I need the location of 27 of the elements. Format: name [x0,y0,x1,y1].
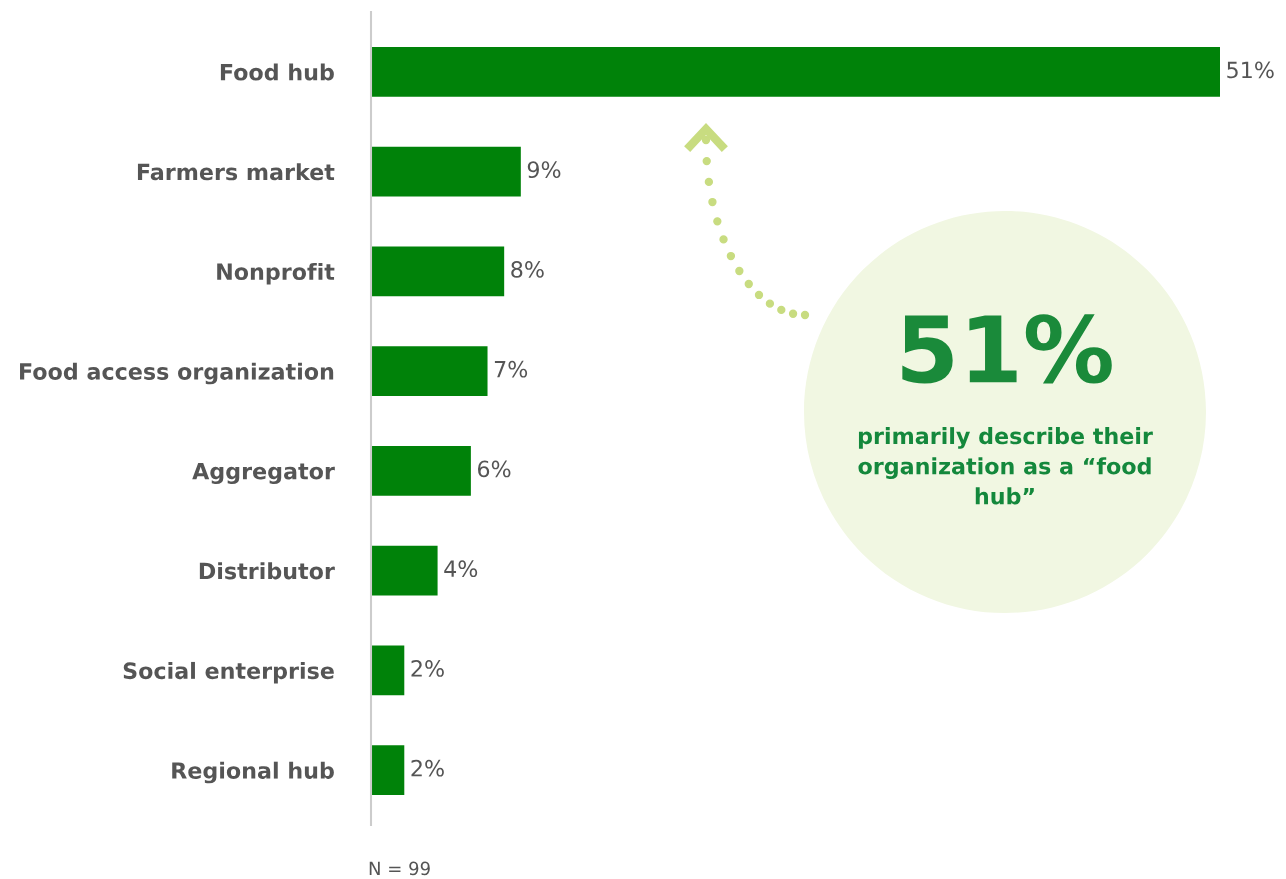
y-tick-label: Nonprofit [217,262,335,285]
bar [371,46,1220,97]
y-tick-label: Farmers market [137,163,335,181]
y-tick-label: Aggregator [192,463,335,485]
y-tick-label: Social enterprise [123,661,334,684]
data-label: 7% [494,360,528,378]
bar [371,346,488,397]
y-tick-label: Food hub [220,63,334,81]
bar [371,545,438,596]
y-tick-label: Distributor [199,562,335,580]
annotation: 51% [902,314,1112,384]
bar [371,745,405,796]
bar [371,246,505,297]
bar [371,445,471,496]
data-label: 4% [444,560,478,578]
data-label: 51% [1227,61,1274,79]
bar [371,146,521,197]
annotation: primarily describe their organization as a “food hub” [858,427,1153,505]
y-tick-label: Food access organization [20,362,334,385]
data-label: 2% [411,660,444,677]
data-label: 8% [511,261,544,278]
bar [371,645,405,696]
y-tick-label: Regional hub [172,761,334,784]
data-label: 6% [477,460,511,478]
data-label: 9% [527,161,561,179]
data-label: 2% [411,759,444,777]
text: N = 99 [369,861,430,876]
